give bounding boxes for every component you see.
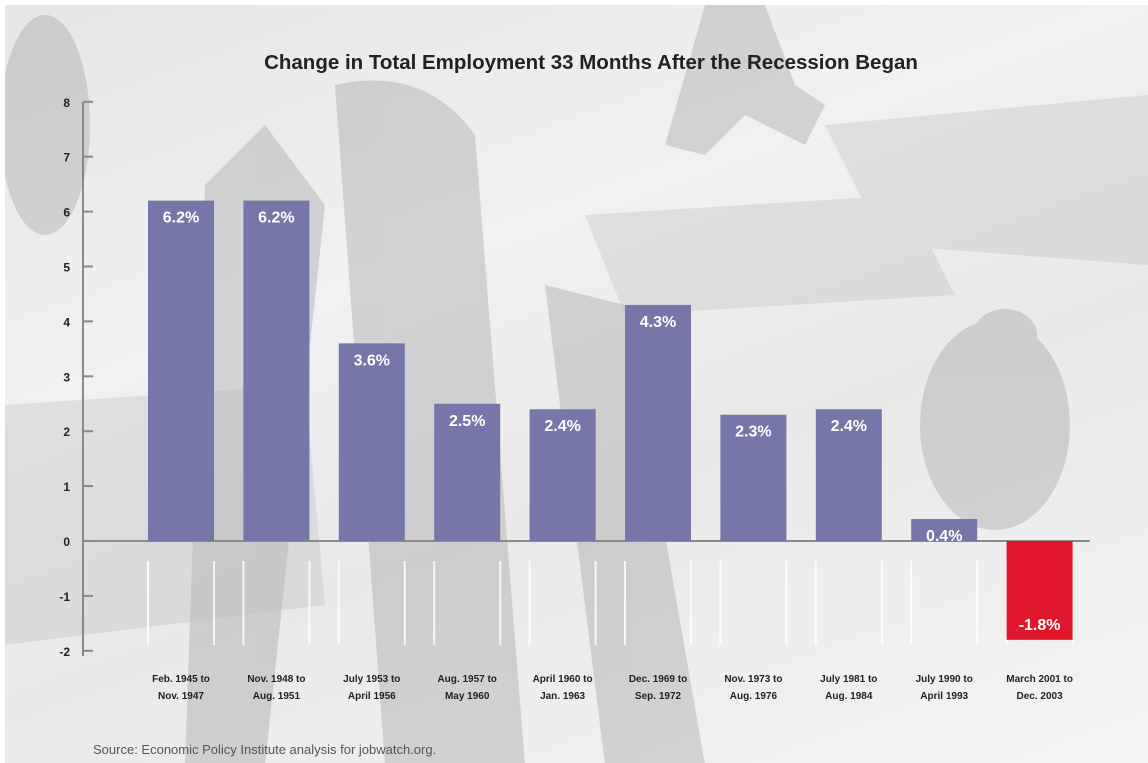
chart-title: Change in Total Employment 33 Months Aft… [264,51,918,74]
y-tick-label: -1 [59,590,70,604]
x-tick-label: March 2001 to [1006,674,1073,685]
x-tick-label: July 1981 to [820,674,877,685]
y-tick-label: 2 [63,425,70,439]
bar [625,304,691,541]
x-tick-label: Jan. 1963 [540,691,585,702]
y-tick-label: 1 [63,480,70,494]
bar-value-label: 2.4% [831,418,867,435]
x-tick-label: Dec. 2003 [1017,691,1064,702]
x-tick-label: Aug. 1976 [730,691,778,702]
x-tick-label: April 1960 to [533,674,593,685]
bar-value-label: 6.2% [163,210,199,227]
x-tick-label: Nov. 1948 to [247,674,305,685]
x-tick-label: Aug. 1957 to [437,674,496,685]
x-tick-label: July 1990 to [916,674,973,685]
bar-value-label: 2.5% [449,413,485,430]
bar-value-label: -1.8% [1019,617,1061,634]
x-axis-labels: Feb. 1945 to Nov. 1947 Nov. 1948 to Aug. 19… [152,674,1073,702]
y-axis-ticks: -2 -1 0 1 2 3 4 5 6 7 8 [59,96,93,659]
x-tick-label: April 1993 [920,691,968,702]
x-tick-label: July 1953 to [343,674,400,685]
category-guides [147,561,1074,645]
y-tick-label: 7 [63,151,70,165]
bar [148,200,214,541]
bar-value-label: 4.3% [640,314,676,331]
bar [434,403,501,541]
x-tick-label: April 1956 [348,691,396,702]
bar-value-labels: 6.2% 6.2% 3.6% 2.5% 2.4% 4.3% 2.3% 2.4% 0.4% -1.8… [163,210,1061,634]
bar-value-label: 2.4% [544,418,580,435]
bar-value-label: 2.3% [735,424,771,441]
bar-value-label: 6.2% [258,210,294,227]
bar [243,200,310,541]
chart-frame: Change in Total Employment 33 Months Aft… [5,5,1148,763]
source-note: Source: Economic Policy Institute analys… [93,742,437,757]
x-tick-label: May 1960 [445,691,490,702]
bar [338,343,405,541]
bars [148,200,1073,640]
x-tick-label: Nov. 1947 [158,691,204,702]
bar-value-label: 3.6% [354,352,390,369]
y-tick-label: -2 [59,645,70,659]
x-tick-label: Dec. 1969 to [629,674,687,685]
x-tick-label: Feb. 1945 to [152,674,210,685]
y-tick-label: 3 [63,370,70,384]
y-tick-label: 5 [63,261,70,275]
bar [1006,541,1073,640]
bar-chart: -2 -1 0 1 2 3 4 5 6 7 8 6.2% 6.2% 3.6% 2.5% 2.4% 4.3% 2.… [59,96,1090,702]
x-tick-label: Sep. 1972 [635,691,682,702]
bar [529,409,596,541]
y-tick-label: 6 [63,206,70,220]
bar [815,409,882,541]
y-tick-label: 0 [63,535,70,549]
y-tick-label: 8 [63,96,70,110]
x-tick-label: Aug. 1951 [253,691,301,702]
y-tick-label: 4 [63,315,70,329]
x-tick-label: Nov. 1973 to [724,674,782,685]
bar [911,519,978,541]
bar [720,414,787,541]
x-tick-label: Aug. 1984 [825,691,873,702]
bar-value-label: 0.4% [926,528,962,545]
